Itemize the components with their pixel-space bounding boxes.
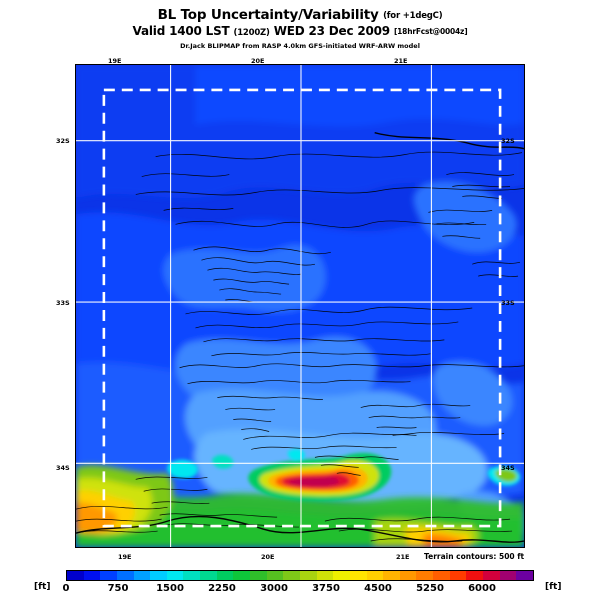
colorbar-tick-7: 5250 [416,583,444,594]
colorbar-area: [ft] 0 750 1500 2250 3000 3750 4500 5250 6000 [f… [0,566,600,600]
colorbar-gradient[interactable] [66,570,534,581]
lon-tick-label-top-1: 20E [251,57,265,65]
lon-tick-label-top-0: 19E [108,57,122,65]
terrain-contours [76,151,524,542]
colorbar-segment-3 [116,571,134,580]
lat-tick-label-left-1: 33S [56,299,70,307]
page-title: BL Top Uncertainty/Variability (for +1de… [0,8,600,23]
terrain-contour-legend: Terrain contours: 500 ft [424,552,525,561]
lat-tick-label-right-0: 32S [501,137,515,145]
colorbar-unit-right: [ft] [545,582,562,592]
valid-local-time: Valid 1400 LST [132,24,230,38]
colorbar-segment-7 [183,571,201,580]
colorbar-segment-25 [483,571,500,580]
colorbar-tick-6: 4500 [364,583,392,594]
lat-tick-label-right-2: 34S [501,464,515,472]
colorbar-tick-2: 1500 [156,583,184,594]
colorbar-segment-13 [283,571,300,580]
colorbar-segment-27 [516,571,533,580]
colorbar-tick-labels: 0 750 1500 2250 3000 3750 4500 5250 6000 [62,583,534,597]
colorbar-tick-0: 0 [62,583,70,594]
colorbar-segment-6 [166,571,184,580]
colorbar-segment-24 [466,571,484,580]
colorbar-segment-26 [499,571,517,580]
colorbar-segment-10 [233,571,251,580]
title-main-text: BL Top Uncertainty/Variability [157,7,379,23]
lon-tick-label-bottom-0: 19E [118,553,132,561]
forecast-domain-box [102,88,502,528]
model-attribution: Dr.Jack BLIPMAP from RASP 4.0km GFS-init… [180,42,420,50]
valid-utc-time: (1200Z) [233,28,270,38]
lat-tick-label-left-0: 32S [56,137,70,145]
lon-tick-label-bottom-1: 20E [261,553,275,561]
colorbar-segment-20 [399,571,417,580]
colorbar-segment-16 [333,571,350,580]
colorbar-segment-9 [216,571,234,580]
colorbar-segment-1 [83,571,101,580]
title-subscript-text: (for +1degC) [383,11,443,21]
colorbar-segment-5 [150,571,167,580]
map-plot-area[interactable] [75,64,525,548]
chart-header: BL Top Uncertainty/Variability (for +1de… [0,0,600,50]
colorbar-unit-left: [ft] [34,582,51,592]
colorbar-segment-17 [349,571,367,580]
colorbar-segment-8 [200,571,217,580]
lat-tick-label-left-2: 34S [56,464,70,472]
colorbar-tick-8: 6000 [468,583,496,594]
map-gridlines [76,65,524,547]
colorbar-segment-4 [133,571,151,580]
lon-tick-label-bottom-2: 21E [396,553,410,561]
colorbar-segment-15 [316,571,334,580]
colorbar-segment-0 [67,571,84,580]
colorbar-segment-12 [266,571,284,580]
valid-date: WED 23 Dec 2009 [273,24,390,38]
colorbar-segment-22 [433,571,450,580]
colorbar-segment-23 [449,571,467,580]
valid-time-line: Valid 1400 LST (1200Z) WED 23 Dec 2009 [… [0,25,600,40]
forecast-hour-tag: [18hrFcst@0004z] [393,27,468,36]
weather-field-heatmap [76,65,524,547]
colorbar-segment-19 [383,571,400,580]
colorbar-tick-5: 3750 [312,583,340,594]
lat-tick-label-right-1: 33S [501,299,515,307]
colorbar-tick-4: 3000 [260,583,288,594]
coastline [76,132,524,543]
colorbar-tick-1: 750 [107,583,129,594]
colorbar-segment-14 [299,571,317,580]
colorbar-segment-11 [250,571,267,580]
lon-tick-label-top-2: 21E [394,57,408,65]
colorbar-segment-21 [416,571,434,580]
colorbar-tick-3: 2250 [208,583,236,594]
colorbar-segment-2 [100,571,117,580]
colorbar-segment-18 [366,571,384,580]
